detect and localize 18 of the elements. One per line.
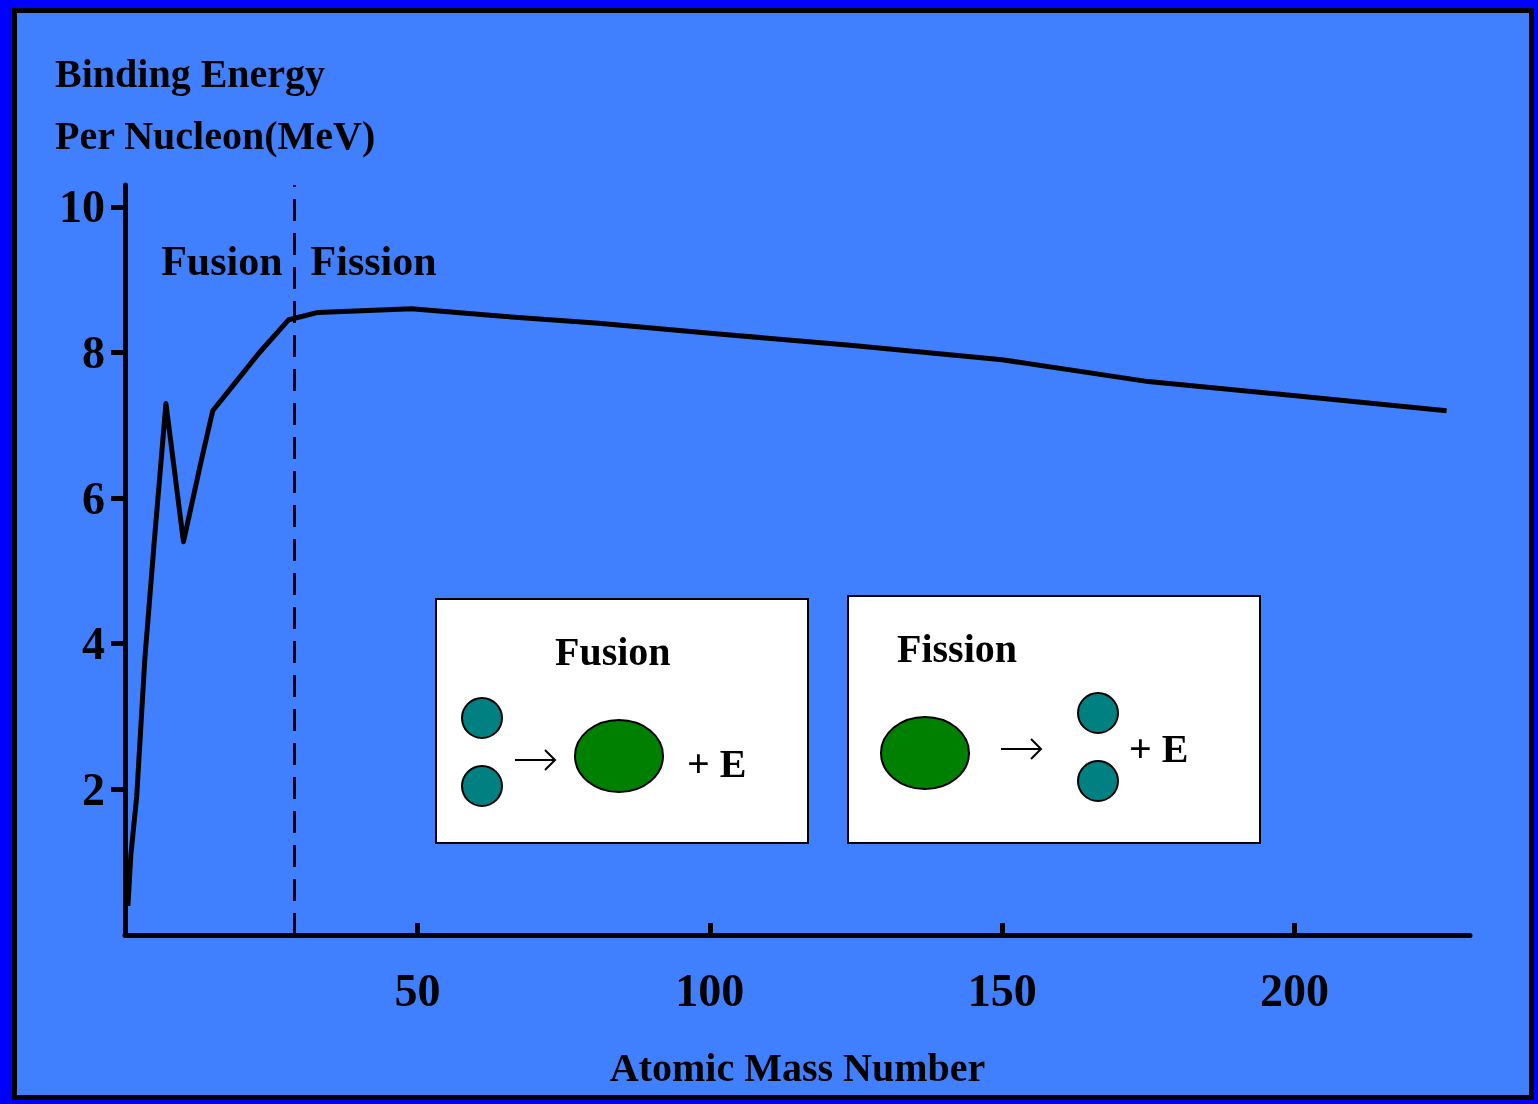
fusion-panel: Fusion + E — [435, 598, 809, 844]
y-tick-label: 2 — [82, 763, 105, 815]
x-tick-label: 150 — [967, 964, 1037, 1016]
y-tick-label: 10 — [59, 181, 105, 233]
annotation: Fusion — [555, 628, 671, 675]
x-tick-label: 200 — [1260, 964, 1330, 1016]
annotation: Fission — [897, 625, 1018, 672]
annotation: Fission — [310, 238, 437, 284]
annotation: + E — [687, 740, 747, 787]
x-axis-title: Atomic Mass Number — [609, 1044, 986, 1090]
x-tick-label: 50 — [394, 964, 441, 1016]
y-tick-label: 6 — [82, 472, 105, 524]
y-tick-label: 8 — [82, 326, 105, 378]
y-tick-label: 4 — [82, 618, 105, 670]
x-tick-label: 100 — [675, 964, 745, 1016]
annotation: Fusion — [161, 238, 283, 284]
y-axis-title: Binding Energy Per Nucleon(MeV) — [55, 50, 376, 158]
annotation: + E — [1129, 725, 1189, 772]
